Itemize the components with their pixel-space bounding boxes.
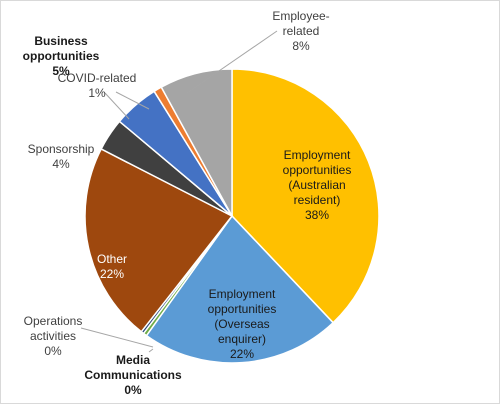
slice-name: Business <box>34 34 88 48</box>
slice-name: Employee- <box>272 9 329 23</box>
slice-label: Employment opportunities (Australian reside… <box>283 148 352 222</box>
slice-percent: 4% <box>52 157 70 171</box>
slice-name: Sponsorship <box>28 142 95 156</box>
slice-name: resident) <box>294 193 341 207</box>
slice-label: Media Communications 0% <box>84 353 182 397</box>
slice-name: Employment <box>209 287 276 301</box>
slice-percent: 22% <box>230 347 254 361</box>
pie-slice <box>160 68 233 217</box>
leader-line <box>186 30 278 94</box>
slice-name: (Overseas <box>214 317 269 331</box>
slice-name: enquirer) <box>218 332 266 346</box>
slice-percent: 1% <box>88 86 106 100</box>
slice-label: COVID-related 1% <box>58 71 137 100</box>
slice-percent: 5% <box>52 64 70 78</box>
slice-name: (Australian <box>288 178 345 192</box>
pie-slice <box>145 214 335 364</box>
slice-name: COVID-related <box>58 71 137 85</box>
slice-percent: 8% <box>292 39 310 53</box>
slice-label: Employee-related 8% <box>272 9 329 53</box>
leader-line <box>80 327 154 348</box>
slice-name: opportunities <box>208 302 277 316</box>
slice-percent: 0% <box>44 344 62 358</box>
slice-percent: 38% <box>305 208 329 222</box>
slice-name: Operations <box>24 314 83 328</box>
slice-name: opportunities <box>283 163 352 177</box>
slice-name: Media <box>116 353 150 367</box>
slice-name: Communications <box>84 368 182 382</box>
slice-name: Other <box>97 252 127 266</box>
leader-line <box>148 348 154 353</box>
slice-label: Operations activities 0% <box>24 314 83 358</box>
slice-name: activities <box>30 329 76 343</box>
leader-line <box>115 91 150 110</box>
slice-label: Other 22% <box>97 252 127 281</box>
pie-slice <box>84 147 234 333</box>
pie-slice <box>231 68 380 324</box>
slice-label: Sponsorship 4% <box>28 142 95 171</box>
slice-name: related <box>283 24 320 38</box>
slice-percent: 22% <box>100 267 124 281</box>
leader-line <box>104 92 130 120</box>
slice-label: Business opportunities 5% <box>23 34 100 78</box>
slice-name: Employment <box>284 148 351 162</box>
slice-label: Employment opportunities (Overseas enquirer… <box>208 287 277 361</box>
slice-name: opportunities <box>23 49 100 63</box>
slice-percent: 0% <box>124 383 142 397</box>
